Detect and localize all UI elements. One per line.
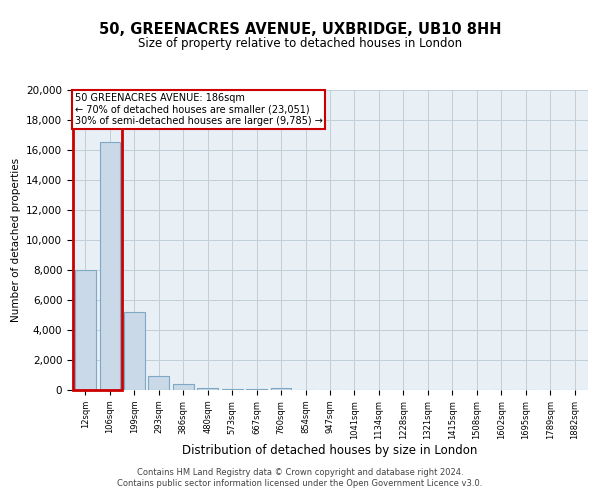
Bar — [73, 90, 122, 390]
Bar — [100, 142, 120, 390]
Bar — [222, 388, 242, 390]
X-axis label: Distribution of detached houses by size in London: Distribution of detached houses by size … — [182, 444, 478, 458]
Y-axis label: Number of detached properties: Number of detached properties — [11, 158, 20, 322]
Text: Size of property relative to detached houses in London: Size of property relative to detached ho… — [138, 38, 462, 51]
Bar — [173, 384, 194, 390]
Bar — [246, 389, 267, 390]
Bar — [197, 388, 218, 390]
Bar — [75, 270, 96, 390]
Text: 50 GREENACRES AVENUE: 186sqm
← 70% of detached houses are smaller (23,051)
30% o: 50 GREENACRES AVENUE: 186sqm ← 70% of de… — [74, 93, 322, 126]
Text: 50, GREENACRES AVENUE, UXBRIDGE, UB10 8HH: 50, GREENACRES AVENUE, UXBRIDGE, UB10 8H… — [99, 22, 501, 38]
Text: Contains HM Land Registry data © Crown copyright and database right 2024.
Contai: Contains HM Land Registry data © Crown c… — [118, 468, 482, 487]
Bar — [148, 376, 169, 390]
Bar — [271, 388, 292, 390]
Bar — [124, 312, 145, 390]
